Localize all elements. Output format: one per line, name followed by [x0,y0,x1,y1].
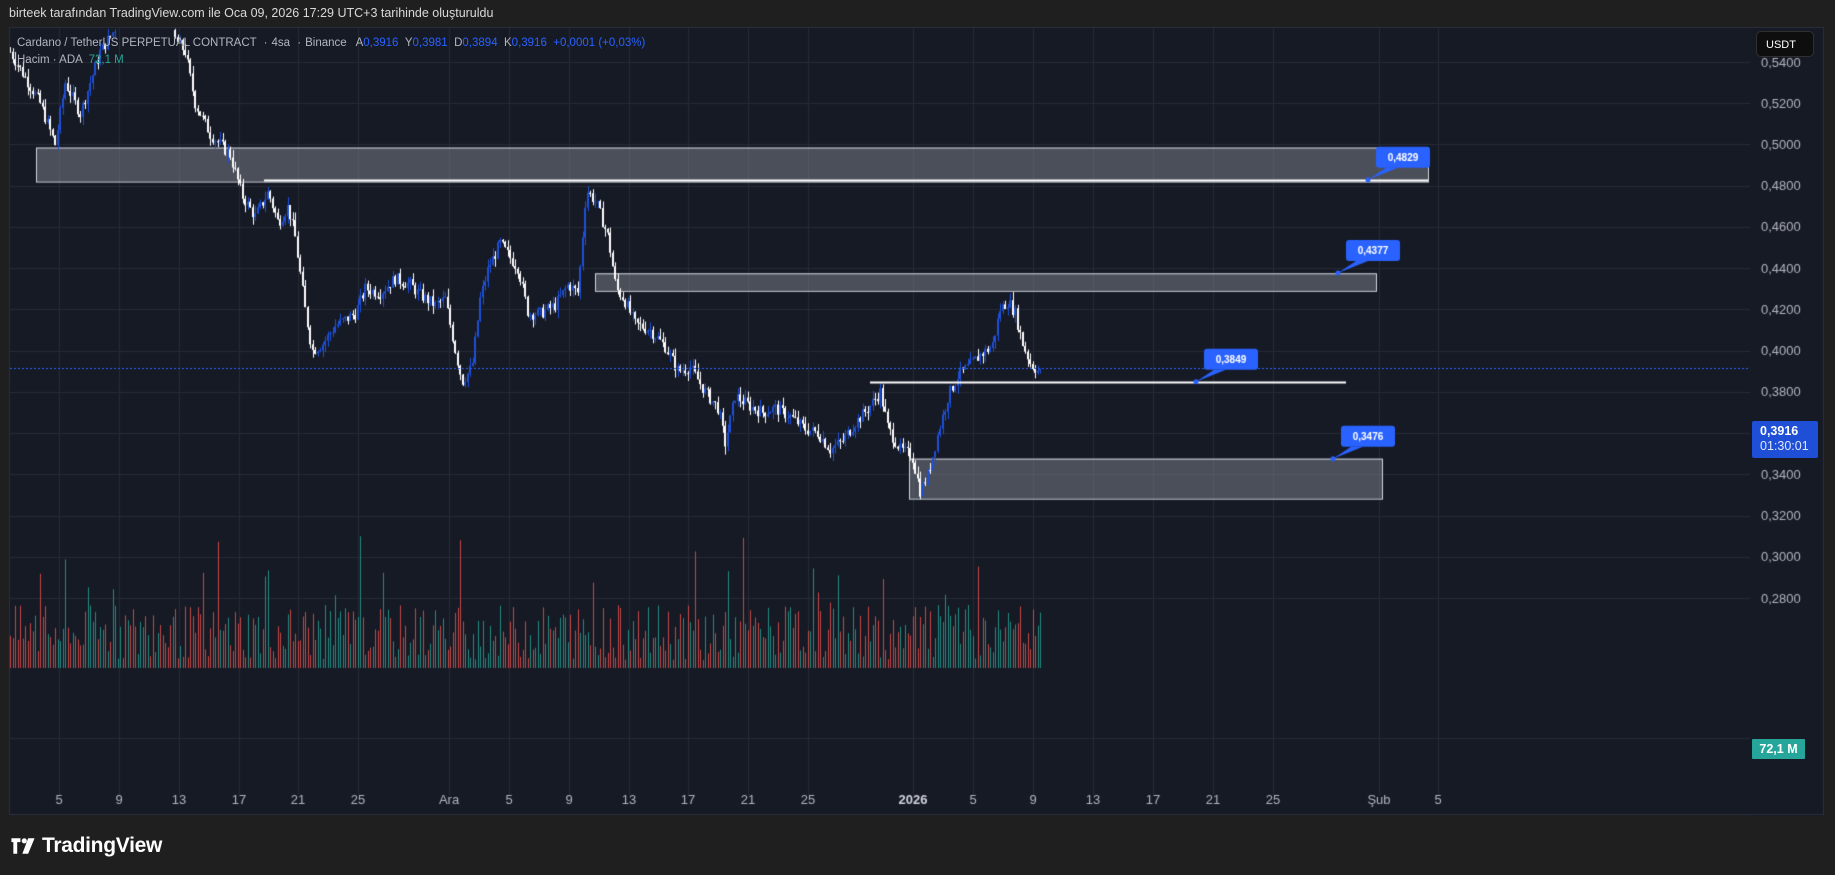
symbol-name[interactable]: Cardano / TetherUS PERPETUAL CONTRACT [17,37,257,49]
last-price: 0,3916 [1760,424,1799,438]
interval[interactable]: 4sa [271,37,291,49]
open-value: 0,3916 [363,37,399,49]
open-label: A [355,37,364,49]
candle-countdown: 01:30:01 [1760,439,1809,453]
brand-name: TradingView [42,834,163,857]
high-value: 0,3981 [412,37,448,49]
low-label: D [454,37,463,49]
legend-volume-row: Hacim · ADA 72,1 M [17,52,645,69]
currency-button[interactable]: USDT [1756,31,1814,57]
volume-value: 72,1 M [88,54,124,66]
change-value: +0,0001 (+0,03%) [553,37,646,49]
close-label: K [504,37,512,49]
high-label: Y [404,37,413,49]
chart-legend: Cardano / TetherUS PERPETUAL CONTRACT · 4… [17,35,645,69]
volume-tag: 72,1 M [1752,739,1805,759]
tradingview-logo-icon [11,838,35,854]
close-value: 0,3916 [511,37,547,49]
last-price-tag: 0,3916 01:30:01 [1752,421,1818,458]
low-value: 0,3894 [462,37,498,49]
legend-symbol-row: Cardano / TetherUS PERPETUAL CONTRACT · 4… [17,37,646,49]
footer-brand: TradingView [10,832,162,860]
volume-label[interactable]: Hacim · ADA [17,54,83,66]
exchange: Binance [305,37,347,49]
